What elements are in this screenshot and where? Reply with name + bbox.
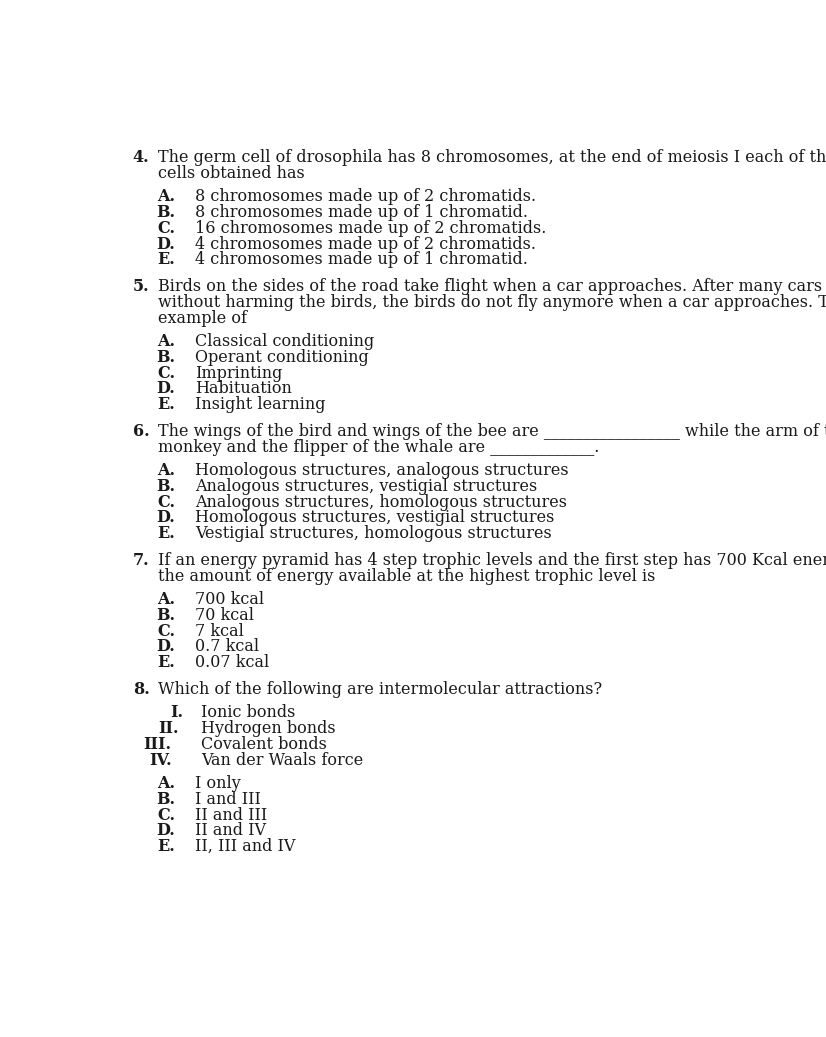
Text: E.: E.	[158, 838, 175, 856]
Text: IV.: IV.	[149, 752, 172, 768]
Text: D.: D.	[157, 822, 175, 839]
Text: II, III and IV: II, III and IV	[195, 838, 295, 856]
Text: 4.: 4.	[133, 149, 150, 166]
Text: I only: I only	[195, 775, 240, 792]
Text: II and IV: II and IV	[195, 822, 266, 839]
Text: C.: C.	[157, 807, 175, 823]
Text: The wings of the bird and wings of the bee are _________________ while the arm o: The wings of the bird and wings of the b…	[158, 423, 826, 440]
Text: E.: E.	[158, 525, 175, 542]
Text: I.: I.	[170, 704, 183, 722]
Text: Operant conditioning: Operant conditioning	[195, 348, 368, 366]
Text: B.: B.	[156, 607, 175, 624]
Text: A.: A.	[157, 189, 175, 205]
Text: Homologous structures, vestigial structures: Homologous structures, vestigial structu…	[195, 509, 554, 527]
Text: C.: C.	[157, 494, 175, 510]
Text: B.: B.	[156, 791, 175, 808]
Text: E.: E.	[158, 396, 175, 414]
Text: D.: D.	[157, 509, 175, 527]
Text: Insight learning: Insight learning	[195, 396, 325, 414]
Text: 70 kcal: 70 kcal	[195, 607, 254, 624]
Text: Classical conditioning: Classical conditioning	[195, 333, 374, 351]
Text: Imprinting: Imprinting	[195, 365, 282, 382]
Text: A.: A.	[157, 591, 175, 608]
Text: 8 chromosomes made up of 2 chromatids.: 8 chromosomes made up of 2 chromatids.	[195, 189, 536, 205]
Text: I and III: I and III	[195, 791, 260, 808]
Text: 8.: 8.	[133, 680, 150, 698]
Text: 16 chromosomes made up of 2 chromatids.: 16 chromosomes made up of 2 chromatids.	[195, 220, 546, 236]
Text: III.: III.	[144, 736, 172, 753]
Text: Van der Waals force: Van der Waals force	[201, 752, 363, 768]
Text: E.: E.	[158, 252, 175, 269]
Text: Homologous structures, analogous structures: Homologous structures, analogous structu…	[195, 463, 568, 479]
Text: II.: II.	[159, 720, 179, 737]
Text: D.: D.	[157, 235, 175, 253]
Text: without harming the birds, the birds do not fly anymore when a car approaches. T: without harming the birds, the birds do …	[158, 293, 826, 311]
Text: D.: D.	[157, 639, 175, 655]
Text: The germ cell of drosophila has 8 chromosomes, at the end of meiosis I each of t: The germ cell of drosophila has 8 chromo…	[158, 149, 826, 166]
Text: A.: A.	[157, 775, 175, 792]
Text: 7.: 7.	[133, 552, 150, 568]
Text: the amount of energy available at the highest trophic level is: the amount of energy available at the hi…	[158, 567, 655, 585]
Text: B.: B.	[156, 204, 175, 221]
Text: A.: A.	[157, 333, 175, 351]
Text: 8 chromosomes made up of 1 chromatid.: 8 chromosomes made up of 1 chromatid.	[195, 204, 528, 221]
Text: 0.07 kcal: 0.07 kcal	[195, 654, 269, 671]
Text: If an energy pyramid has 4 step trophic levels and the first step has 700 Kcal e: If an energy pyramid has 4 step trophic …	[158, 552, 826, 568]
Text: 5.: 5.	[133, 278, 150, 296]
Text: Vestigial structures, homologous structures: Vestigial structures, homologous structu…	[195, 525, 552, 542]
Text: example of: example of	[158, 310, 246, 327]
Text: Birds on the sides of the road take flight when a car approaches. After many car: Birds on the sides of the road take flig…	[158, 278, 826, 296]
Text: Analogous structures, homologous structures: Analogous structures, homologous structu…	[195, 494, 567, 510]
Text: Covalent bonds: Covalent bonds	[201, 736, 327, 753]
Text: 4 chromosomes made up of 1 chromatid.: 4 chromosomes made up of 1 chromatid.	[195, 252, 528, 269]
Text: B.: B.	[156, 348, 175, 366]
Text: Hydrogen bonds: Hydrogen bonds	[201, 720, 335, 737]
Text: C.: C.	[157, 622, 175, 640]
Text: 7 kcal: 7 kcal	[195, 622, 244, 640]
Text: 6.: 6.	[133, 423, 150, 440]
Text: cells obtained has: cells obtained has	[158, 165, 304, 181]
Text: D.: D.	[157, 381, 175, 397]
Text: monkey and the flipper of the whale are _____________.: monkey and the flipper of the whale are …	[158, 439, 599, 455]
Text: 700 kcal: 700 kcal	[195, 591, 263, 608]
Text: A.: A.	[157, 463, 175, 479]
Text: Analogous structures, vestigial structures: Analogous structures, vestigial structur…	[195, 478, 537, 495]
Text: 4 chromosomes made up of 2 chromatids.: 4 chromosomes made up of 2 chromatids.	[195, 235, 536, 253]
Text: E.: E.	[158, 654, 175, 671]
Text: Ionic bonds: Ionic bonds	[201, 704, 295, 722]
Text: Habituation: Habituation	[195, 381, 292, 397]
Text: C.: C.	[157, 365, 175, 382]
Text: 0.7 kcal: 0.7 kcal	[195, 639, 259, 655]
Text: C.: C.	[157, 220, 175, 236]
Text: II and III: II and III	[195, 807, 267, 823]
Text: Which of the following are intermolecular attractions?: Which of the following are intermolecula…	[158, 680, 601, 698]
Text: B.: B.	[156, 478, 175, 495]
